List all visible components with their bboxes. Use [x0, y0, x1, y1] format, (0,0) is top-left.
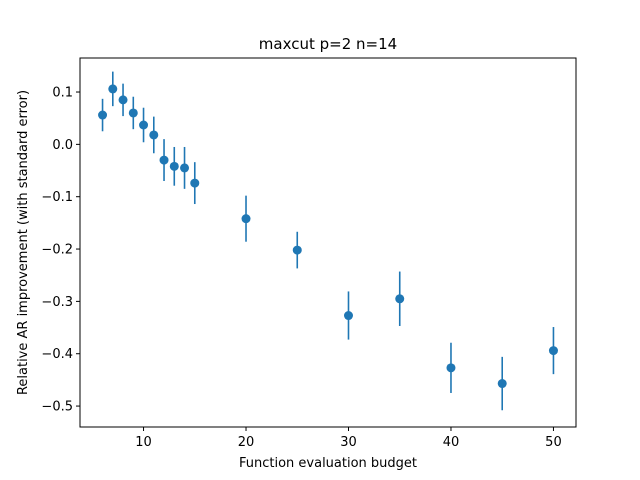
x-tick-label: 50	[545, 435, 562, 450]
data-point	[548, 346, 558, 356]
data-point	[159, 155, 169, 165]
y-tick-label: −0.3	[41, 295, 73, 310]
data-point	[149, 130, 159, 140]
data-point	[292, 245, 302, 255]
x-tick-label: 30	[340, 435, 357, 450]
data-point	[446, 363, 456, 373]
data-point	[169, 161, 179, 171]
data-point	[128, 108, 138, 118]
chart-title: maxcut p=2 n=14	[259, 35, 397, 53]
x-axis-label: Function evaluation budget	[239, 456, 417, 471]
y-axis: 0.1 0.0 −0.1 −0.2 −0.3 −0.4 −0.5	[41, 86, 80, 415]
data-point	[395, 294, 405, 304]
data-point	[343, 311, 353, 321]
y-tick-label: −0.4	[41, 347, 73, 362]
data-point	[108, 84, 118, 94]
x-tick-label: 40	[443, 435, 460, 450]
x-tick-label: 10	[135, 435, 152, 450]
data-point	[118, 95, 128, 105]
y-tick-label: −0.2	[41, 243, 73, 258]
data-point	[497, 379, 507, 389]
y-tick-label: −0.5	[41, 400, 73, 415]
y-axis-label: Relative AR improvement (with standard e…	[16, 90, 31, 395]
data-point	[139, 120, 149, 130]
data-point	[190, 178, 200, 188]
y-tick-label: 0.0	[52, 138, 73, 153]
plot-area	[98, 71, 558, 411]
y-tick-label: 0.1	[52, 86, 73, 101]
data-point	[241, 214, 251, 224]
x-axis: 10 20 30 40 50	[135, 427, 562, 450]
plot-frame	[79, 57, 577, 428]
data-point	[98, 110, 108, 120]
x-tick-label: 20	[238, 435, 255, 450]
y-tick-label: −0.1	[41, 190, 73, 205]
data-point	[180, 163, 190, 173]
